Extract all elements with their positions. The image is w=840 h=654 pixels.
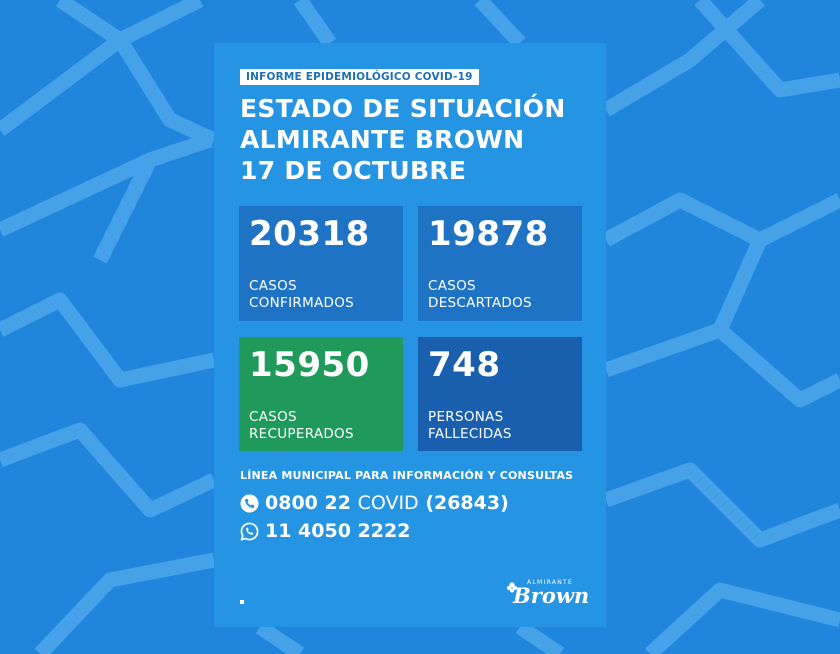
stat-deceased: 748 PERSONAS FALLECIDAS [418, 337, 582, 451]
stat-recovered: 15950 CASOS RECUPERADOS [239, 337, 403, 451]
whatsapp-number: 11 4050 2222 [265, 520, 411, 542]
stat-confirmed: 20318 CASOS CONFIRMADOS [239, 206, 403, 321]
phone-word: COVID [357, 492, 419, 514]
stat-label: CASOS CONFIRMADOS [249, 278, 354, 312]
stat-label-line: DESCARTADOS [428, 295, 532, 311]
stat-label: PERSONAS FALLECIDAS [428, 409, 512, 443]
almirante-brown-logo: ALMIRANTE Brown [505, 579, 589, 608]
stat-label: CASOS DESCARTADOS [428, 278, 532, 312]
stat-value: 748 [428, 345, 501, 385]
stat-value: 19878 [428, 214, 549, 254]
stat-label-line: PERSONAS [428, 409, 504, 425]
logo-big-text: Brown [513, 583, 590, 608]
phone-icon [240, 493, 259, 513]
report-tag: INFORME EPIDEMIOLÓGICO COVID-19 [240, 69, 479, 85]
stat-label-line: RECUPERADOS [249, 426, 354, 442]
phone-suffix: (26843) [425, 492, 509, 514]
title-line: 17 DE OCTUBRE [240, 156, 467, 185]
page-title: ESTADO DE SITUACIÓN ALMIRANTE BROWN 17 D… [240, 93, 566, 186]
stat-value: 20318 [249, 214, 370, 254]
stat-label-line: CASOS [428, 278, 476, 294]
stat-label-line: CASOS [249, 409, 297, 425]
phone-line[interactable]: 0800 22 COVID (26843) [240, 491, 509, 515]
stat-label-line: FALLECIDAS [428, 426, 512, 442]
stat-label-line: CASOS [249, 278, 297, 294]
stat-value: 15950 [249, 345, 370, 385]
contact-title: LÍNEA MUNICIPAL PARA INFORMACIÓN Y CONSU… [240, 469, 574, 482]
whatsapp-icon [240, 522, 259, 541]
title-line: ESTADO DE SITUACIÓN [240, 94, 566, 123]
phone-prefix: 0800 22 [265, 492, 351, 514]
stat-discarded: 19878 CASOS DESCARTADOS [418, 206, 582, 321]
whatsapp-line[interactable]: 11 4050 2222 [240, 519, 410, 543]
stat-label-line: CONFIRMADOS [249, 295, 355, 311]
stat-label: CASOS RECUPERADOS [249, 409, 354, 443]
decorative-dot [240, 600, 244, 604]
flower-icon [506, 582, 518, 593]
logo-small-text: ALMIRANTE [527, 579, 574, 586]
report-card: INFORME EPIDEMIOLÓGICO COVID-19 ESTADO D… [214, 43, 606, 627]
title-line: ALMIRANTE BROWN [240, 125, 525, 154]
